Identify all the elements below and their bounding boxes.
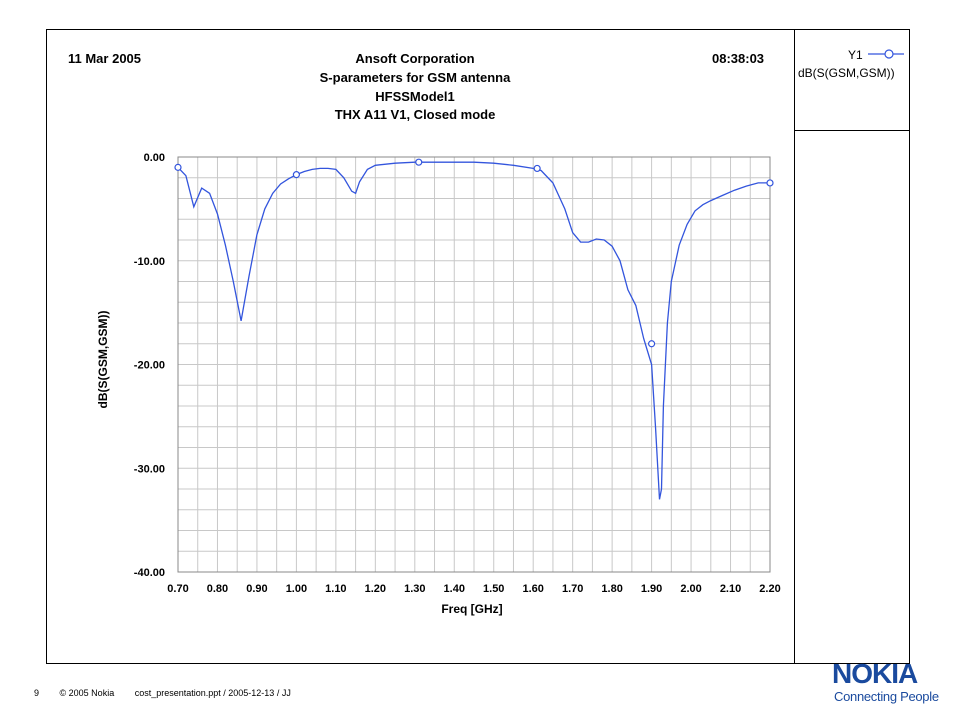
x-tick-label: 0.80 (207, 583, 228, 595)
x-tick-label: 1.80 (601, 583, 622, 595)
file-info: cost_presentation.ppt / 2005-12-13 / JJ (134, 688, 291, 698)
legend-series-id: Y1 (848, 48, 863, 62)
x-tick-label: 1.50 (483, 583, 504, 595)
x-tick-label: 1.20 (365, 583, 386, 595)
data-point-marker (766, 179, 774, 187)
slide-footer: 9 © 2005 Nokia cost_presentation.ppt / 2… (34, 688, 309, 698)
x-tick-label: 1.00 (286, 583, 307, 595)
x-tick-label: 1.70 (562, 583, 583, 595)
data-point-marker (415, 158, 423, 166)
y-tick-label: -40.00 (134, 567, 165, 579)
legend-separator (794, 130, 910, 131)
y-tick-label: -10.00 (134, 256, 165, 268)
y-tick-label: -30.00 (134, 463, 165, 475)
x-tick-label: 2.20 (759, 583, 780, 595)
chart-frame (46, 29, 910, 664)
x-tick-label: 1.30 (404, 583, 425, 595)
x-tick-label: 1.90 (641, 583, 662, 595)
report-time: 08:38:03 (712, 51, 765, 66)
legend-expression: dB(S(GSM,GSM)) (798, 66, 895, 80)
title-line-company: Ansoft Corporation (355, 51, 475, 66)
page-number: 9 (34, 688, 40, 698)
legend-divider (794, 29, 795, 664)
x-tick-label: 1.40 (444, 583, 465, 595)
nokia-logo: NOKIA Connecting People (832, 658, 944, 708)
x-tick-label: 1.60 (522, 583, 543, 595)
data-point-marker (533, 164, 541, 173)
report-date: 11 Mar 2005 (68, 51, 142, 66)
y-axis-label: dB(S(GSM,GSM)) (96, 311, 110, 409)
x-tick-label: 2.10 (720, 583, 741, 595)
legend-line-marker-icon (868, 49, 904, 59)
title-line-config: THX A11 V1, Closed mode (334, 107, 496, 122)
chart-title: S-parameters for GSM antenna (319, 70, 511, 85)
data-point-marker (292, 171, 300, 179)
logo-tagline: Connecting People (834, 689, 939, 704)
copyright-text: © 2005 Nokia (59, 688, 115, 698)
title-line-model: HFSSModel1 (375, 89, 455, 104)
series-line (177, 161, 770, 500)
x-axis-label: Freq [GHz] (441, 602, 502, 616)
data-point-marker (174, 163, 182, 171)
logo-wordmark: NOKIA (832, 658, 918, 689)
y-tick-label: 0.00 (144, 152, 165, 164)
x-tick-label: 1.10 (325, 583, 346, 595)
y-tick-label: -20.00 (134, 360, 165, 372)
x-tick-label: 2.00 (680, 583, 701, 595)
x-tick-label: 0.90 (246, 583, 267, 595)
plot-area-border (177, 156, 771, 573)
x-tick-label: 0.70 (167, 583, 188, 595)
data-point-marker (647, 340, 656, 348)
